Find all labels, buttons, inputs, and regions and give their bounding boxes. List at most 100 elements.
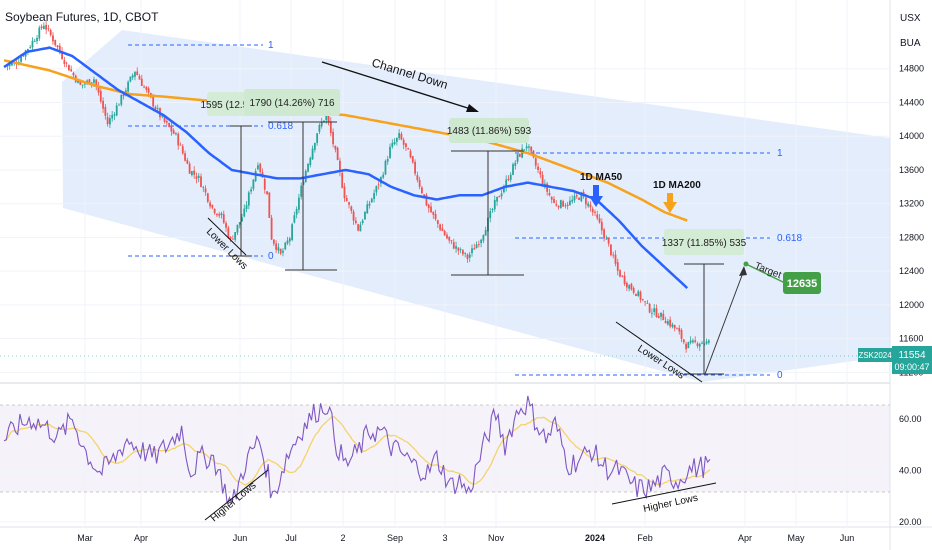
ma200-callout[interactable]: 1D MA200 <box>653 180 701 213</box>
candle-body <box>350 206 353 211</box>
arrow-shaft <box>593 185 599 197</box>
rsi-tick-label: 60.00 <box>899 414 922 424</box>
price-range-projection[interactable]: 1337 (11.85%) 535 <box>662 229 747 375</box>
currency-label[interactable]: USX <box>900 13 921 24</box>
target-point <box>743 261 749 267</box>
candle-body <box>596 214 599 219</box>
time-tick-label: Jun <box>233 533 248 543</box>
candle-body <box>671 324 674 327</box>
candle-body <box>594 211 596 213</box>
time-tick-label: Jul <box>285 533 297 543</box>
candle-body <box>58 45 61 53</box>
candle-body <box>664 320 667 324</box>
candle-body <box>222 214 225 223</box>
candle-body <box>263 179 266 190</box>
arrow-shaft <box>667 193 673 203</box>
candle-body <box>409 151 412 158</box>
candle-body <box>165 120 168 123</box>
candle-body <box>705 341 708 344</box>
rsi-line[interactable] <box>3 395 711 504</box>
grid <box>0 0 890 527</box>
candle-body <box>446 234 448 239</box>
candle-body <box>279 248 282 254</box>
target-badge <box>783 272 821 294</box>
candle-body <box>307 163 309 172</box>
candle-body <box>211 204 214 208</box>
candle-body <box>439 224 442 230</box>
candle-body <box>414 161 416 174</box>
candle-body <box>475 244 478 249</box>
candle-body <box>145 87 148 90</box>
time-tick-label: Jun <box>840 533 855 543</box>
ma50-callout-label: 1D MA50 <box>580 172 623 183</box>
unit-label[interactable]: BUA <box>900 38 921 49</box>
candle-body <box>653 308 656 313</box>
candle-body <box>47 28 50 30</box>
fib-label-1: 1 <box>777 148 783 159</box>
candle-body <box>398 132 401 139</box>
candle-body <box>250 189 252 192</box>
candle-body <box>320 122 323 127</box>
candle-body <box>38 27 41 39</box>
candle-body <box>400 133 403 140</box>
candle-body <box>68 64 70 71</box>
candle-body <box>225 222 227 228</box>
candle-body <box>466 254 469 259</box>
candle-body <box>341 172 344 188</box>
candle-body <box>54 39 57 46</box>
candle-body <box>29 47 32 48</box>
candle-body <box>252 179 255 189</box>
candle-body <box>286 240 289 244</box>
ma50-callout[interactable]: 1D MA50 <box>580 172 623 207</box>
candle-body <box>680 329 683 339</box>
candle-body <box>391 143 394 147</box>
range-label: 1337 (11.85%) 535 <box>662 238 747 249</box>
candle-body <box>257 165 259 170</box>
candle-body <box>630 283 633 290</box>
candle-body <box>218 214 221 216</box>
candle-body <box>140 78 143 86</box>
candle-body <box>156 108 159 110</box>
candle-body <box>530 146 533 152</box>
candle-body <box>375 185 378 193</box>
time-tick-label: Apr <box>134 533 148 543</box>
candle-body <box>425 194 428 206</box>
candle-body <box>115 105 118 116</box>
candle-body <box>377 184 380 186</box>
candle-body <box>559 200 562 209</box>
candle-body <box>370 198 373 203</box>
candle-body <box>177 133 180 146</box>
candle-body <box>134 71 136 77</box>
candle-body <box>231 238 234 240</box>
price-tick-label: 14400 <box>899 97 924 107</box>
candle-body <box>639 291 642 300</box>
candle-body <box>589 204 592 208</box>
candle-body <box>421 187 423 194</box>
candle-body <box>8 63 11 67</box>
candle-body <box>621 275 624 277</box>
candle-body <box>343 186 346 199</box>
price-range-3[interactable]: 1483 (11.86%) 593 <box>447 118 532 276</box>
candle-body <box>550 196 553 200</box>
candle-body <box>692 340 694 343</box>
candle-body <box>457 247 460 251</box>
candle-body <box>245 205 248 209</box>
candle-body <box>154 106 157 110</box>
candle-body <box>65 62 68 64</box>
projection-path[interactable]: Target 12635 <box>704 261 821 375</box>
ma50-line[interactable] <box>3 46 689 290</box>
candle-body <box>197 175 200 178</box>
candle-body <box>190 171 193 176</box>
candle-body <box>143 86 145 88</box>
range-label-box <box>449 118 529 143</box>
price-tick-label: 12800 <box>899 232 924 242</box>
candle-body <box>698 343 701 347</box>
candle-body <box>72 72 75 76</box>
price-tick-label: 14800 <box>899 64 924 74</box>
price-range-2[interactable]: 1790 (14.26%) 716 <box>244 89 340 271</box>
candle-body <box>284 242 287 250</box>
candle-body <box>651 312 653 314</box>
candle-body <box>448 236 451 241</box>
